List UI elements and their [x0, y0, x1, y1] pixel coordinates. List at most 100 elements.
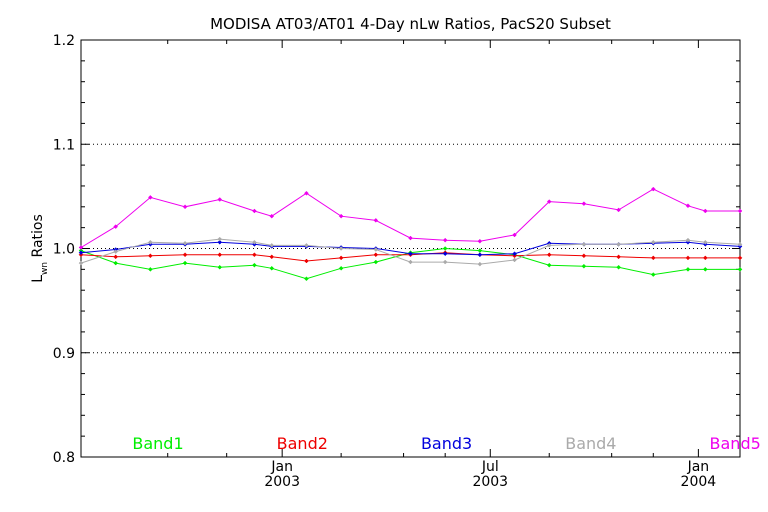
data-point	[269, 265, 275, 271]
data-point	[477, 248, 483, 253]
y-tick-label: 1.1	[53, 137, 75, 153]
data-point	[616, 254, 621, 260]
data-point	[148, 239, 153, 245]
data-point	[217, 197, 223, 202]
data-point	[182, 240, 188, 246]
data-point	[408, 251, 413, 257]
data-point	[477, 238, 483, 244]
data-point	[702, 255, 708, 261]
data-point	[252, 262, 257, 268]
data-point	[512, 251, 517, 257]
data-point	[373, 259, 379, 265]
data-point	[546, 199, 552, 204]
legend-entry-band2: Band2	[277, 434, 328, 453]
data-point	[685, 203, 691, 209]
x-tick-label-year: 2003	[264, 474, 300, 490]
data-point	[217, 239, 223, 245]
data-point	[304, 276, 309, 282]
data-point	[737, 255, 743, 261]
data-point	[737, 241, 743, 247]
data-point	[217, 236, 223, 242]
x-tick-label-month: Jul	[481, 459, 499, 475]
data-point	[373, 252, 379, 258]
data-point	[650, 272, 656, 277]
data-point	[217, 252, 223, 258]
y-axis-label-subscript: wn	[40, 262, 50, 275]
x-tick-label-year: 2003	[472, 474, 508, 490]
data-point	[702, 239, 708, 245]
data-point	[113, 260, 119, 266]
y-axis-label-main: L	[30, 275, 46, 283]
data-point	[581, 201, 587, 207]
data-point	[338, 265, 344, 271]
data-point	[304, 190, 309, 196]
data-point	[408, 259, 413, 265]
grid-layer	[81, 143, 740, 354]
data-point	[78, 250, 84, 256]
data-point	[338, 255, 344, 261]
y-axis-label-rest: Ratios	[30, 214, 46, 262]
data-point	[650, 186, 656, 192]
data-point	[685, 255, 691, 261]
legend-layer: Band1 Band2 Band3 Band4 Band5	[132, 434, 760, 453]
data-point	[304, 258, 309, 264]
x-tick-label-year: 2004	[681, 474, 717, 490]
data-point	[269, 243, 275, 248]
data-point	[373, 247, 379, 252]
data-point	[650, 239, 656, 245]
data-point	[182, 260, 188, 266]
data-point	[442, 246, 448, 251]
data-point	[252, 208, 257, 214]
data-point	[252, 252, 257, 258]
data-point	[477, 261, 483, 267]
data-point	[737, 266, 743, 272]
data-point	[581, 241, 587, 247]
legend-entry-band1: Band1	[132, 434, 183, 453]
legend-entry-band3: Band3	[421, 434, 472, 453]
data-point	[546, 262, 552, 268]
series-layer	[78, 186, 743, 282]
data-point	[685, 237, 691, 243]
data-point	[477, 252, 483, 258]
data-point	[512, 257, 517, 263]
data-point	[113, 224, 119, 229]
data-point	[512, 232, 517, 238]
data-point	[78, 260, 84, 266]
data-point	[442, 251, 448, 257]
series-band4	[78, 236, 743, 267]
data-point	[373, 217, 379, 223]
data-point	[182, 252, 188, 258]
data-point	[442, 259, 448, 265]
data-point	[702, 208, 708, 214]
data-point	[269, 254, 275, 260]
data-point	[650, 255, 656, 261]
y-tick-label: 0.9	[53, 346, 75, 362]
data-point	[408, 235, 413, 241]
data-point	[113, 249, 119, 254]
data-point	[442, 237, 448, 243]
chart-title: MODISA AT03/AT01 4-Day nLw Ratios, PacS2…	[210, 15, 611, 33]
data-point	[148, 195, 153, 200]
y-tick-label: 1.2	[53, 33, 75, 49]
data-point	[113, 254, 119, 260]
data-point	[546, 252, 552, 258]
data-point	[252, 239, 257, 245]
data-point	[685, 266, 691, 272]
data-point	[581, 263, 587, 269]
data-point	[546, 243, 552, 248]
x-tick-label-month: Jan	[270, 459, 293, 475]
y-axis-label: Lwn Ratios	[30, 214, 50, 283]
series-band5	[78, 186, 743, 250]
data-point	[338, 246, 344, 251]
data-point	[269, 213, 275, 219]
y-tick-label: 1.0	[53, 242, 75, 258]
data-point	[702, 266, 708, 272]
legend-entry-band4: Band4	[565, 434, 616, 453]
data-point	[616, 264, 621, 270]
data-point	[616, 241, 621, 247]
data-point	[581, 253, 587, 259]
data-point	[217, 264, 223, 270]
legend-entry-band5: Band5	[710, 434, 761, 453]
